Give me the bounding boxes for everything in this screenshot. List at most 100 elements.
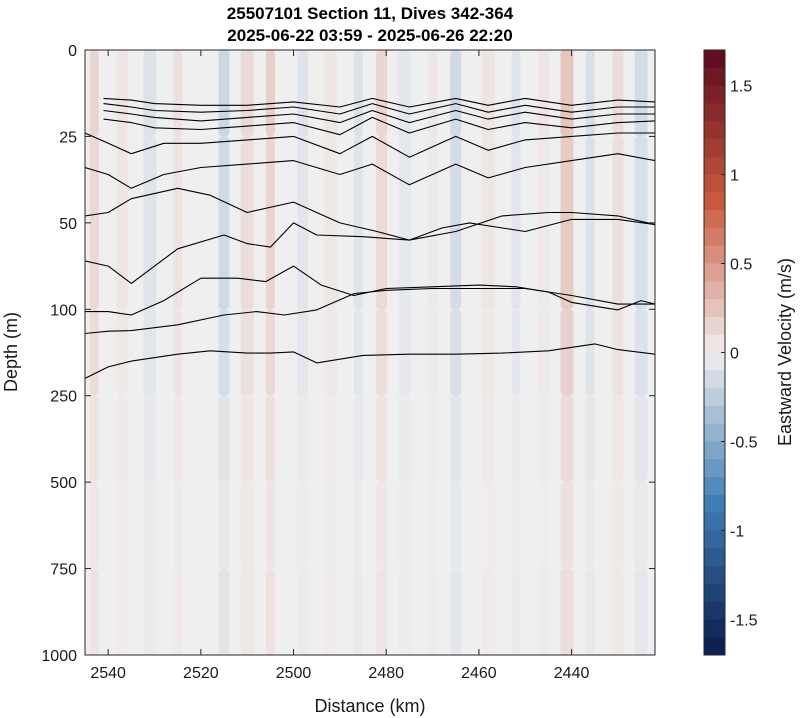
colorbar-band [704,210,725,229]
isopycnal-contours [85,97,655,379]
velocity-cell [481,50,495,137]
velocity-cell [116,568,128,655]
y-tick-label: 250 [50,389,77,406]
velocity-cell [450,50,462,137]
velocity-cell [511,568,521,655]
velocity-cell [143,395,157,483]
colorbar-band [704,423,725,442]
colorbar-band [704,441,725,460]
colorbar-band [704,583,725,603]
colorbar-band [704,530,725,549]
contour-line [85,265,655,316]
colorbar-band [704,619,725,638]
velocity-cell [297,482,309,569]
x-axis: 2540 2520 2500 2480 2460 2440 [90,50,589,682]
y-tick-label: 750 [50,562,77,579]
velocity-cell [612,136,624,310]
colorbar-band [704,192,725,211]
contour-line [85,211,655,284]
y-axis: 0 25 50 100 250 500 750 1000 [41,43,655,665]
velocity-cell [173,395,183,483]
colorbar-band [704,566,725,585]
velocity-cell [450,482,462,569]
velocity-cell [585,482,595,569]
x-tick-label: 2500 [276,665,312,682]
velocity-cell [398,50,412,137]
colorbar-band [704,281,725,300]
contour-line [103,109,655,124]
velocity-cell [297,50,309,137]
velocity-cell [240,395,254,483]
colorbar-band [704,245,725,264]
colorbar-band [704,477,725,496]
velocity-cell [89,136,99,310]
velocity-cell [89,568,99,655]
velocity-cell [116,136,128,310]
velocity-cell [240,50,254,137]
colorbar-ticks: 1.5 1 0.5 0 -0.5 -1 -1.5 [721,79,758,629]
velocity-cell [612,395,624,483]
x-axis-label: Distance (km) [314,696,425,716]
y-tick-label: 500 [50,475,77,492]
velocity-cell [511,482,521,569]
velocity-cell [634,395,648,483]
velocity-cell [585,309,595,396]
contour-line [85,187,655,241]
velocity-cell [560,482,574,569]
colorbar-band [704,512,725,531]
velocity-cell [634,50,648,137]
velocity-cell [481,568,495,655]
velocity-cell [297,568,309,655]
colorbar-tick-label: 1.5 [730,79,752,96]
velocity-cell [450,568,462,655]
velocity-cell [560,136,574,310]
colorbar-band [704,459,725,478]
colorbar-band [704,548,725,567]
plot-frame [84,49,656,656]
velocity-cell [353,568,363,655]
velocity-cell [173,309,183,396]
colorbar-band [704,352,725,371]
velocity-cell [612,482,624,569]
velocity-cell [428,309,438,396]
velocity-cell [265,568,275,655]
velocity-cell [376,136,388,310]
velocity-cell [89,309,99,396]
velocity-cell [428,50,438,137]
colorbar-band [704,370,725,389]
contour-line [103,97,655,108]
velocity-cell [116,395,128,483]
velocity-cell [218,482,230,569]
velocity-cell [585,50,595,137]
velocity-cell [218,50,230,137]
velocity-cell [240,568,254,655]
velocity-cell [428,482,438,569]
y-tick-label: 25 [59,129,77,146]
velocity-cell [376,482,388,569]
velocity-cell [428,568,438,655]
colorbar-tick-label: 0.5 [730,257,752,274]
velocity-cell [398,395,412,483]
colorbar-tick-label: 0 [730,346,739,363]
velocity-cell [450,136,462,310]
velocity-cell [143,50,157,137]
colorbar-tick-label: -1.5 [730,612,758,629]
velocity-cell [324,309,338,396]
velocity-field [89,50,648,655]
velocity-cell [297,395,309,483]
velocity-cell [89,50,99,137]
velocity-cell [428,395,438,483]
velocity-cell [585,136,595,310]
colorbar-band [704,103,725,122]
velocity-cell [538,482,550,569]
velocity-cell [481,136,495,310]
velocity-cell [612,568,624,655]
velocity-cell [265,482,275,569]
velocity-cell [89,395,99,483]
velocity-cell [218,395,230,483]
colorbar-band [704,174,725,193]
y-tick-label: 50 [59,216,77,233]
x-tick-label: 2480 [368,665,404,682]
velocity-cell [240,482,254,569]
